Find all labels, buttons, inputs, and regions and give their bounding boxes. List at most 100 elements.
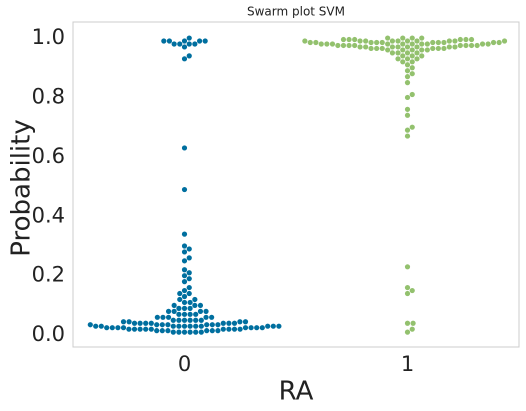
- swarm-point: [254, 325, 260, 331]
- swarm-point: [131, 320, 138, 326]
- swarm-point: [197, 308, 204, 314]
- swarm-point: [352, 42, 358, 49]
- swarm-point: [463, 36, 469, 43]
- swarm-point: [181, 56, 188, 62]
- swarm-point: [276, 323, 282, 329]
- swarm-point: [231, 326, 238, 332]
- swarm-point: [181, 273, 188, 279]
- swarm-point: [409, 41, 415, 47]
- swarm-point: [419, 47, 425, 53]
- swarm-point: [154, 328, 160, 334]
- swarm-point: [265, 323, 271, 329]
- swarm-point: [404, 44, 411, 50]
- swarm-point: [237, 319, 243, 325]
- swarm-point: [400, 53, 406, 59]
- swarm-point: [385, 47, 391, 53]
- swarm-point: [242, 325, 249, 331]
- swarm-point: [186, 246, 192, 252]
- swarm-point: [430, 39, 436, 46]
- swarm-point: [435, 39, 441, 46]
- swarm-point: [457, 36, 463, 43]
- swarm-point: [237, 326, 243, 332]
- swarm-point: [496, 39, 502, 46]
- swarm-point: [479, 41, 486, 47]
- swarm-point: [307, 39, 313, 46]
- x-tick-label: 0: [178, 352, 191, 376]
- swarm-point: [409, 47, 415, 53]
- swarm-point: [187, 311, 193, 317]
- swarm-point: [463, 42, 469, 49]
- swarm-point: [404, 38, 411, 44]
- swarm-point: [400, 41, 406, 47]
- swarm-point: [404, 94, 411, 101]
- swarm-point: [176, 305, 182, 311]
- swarm-point: [181, 305, 188, 311]
- x-tick-label: 1: [401, 352, 414, 376]
- swarm-point: [186, 41, 192, 47]
- swarm-point: [198, 329, 204, 335]
- swarm-point: [226, 320, 232, 326]
- swarm-point: [395, 44, 401, 50]
- swarm-point: [186, 270, 192, 276]
- plot-area: [72, 21, 520, 348]
- swarm-point: [165, 308, 172, 314]
- swarm-point: [374, 45, 380, 52]
- swarm-point: [161, 38, 167, 44]
- swarm-point: [346, 42, 352, 49]
- swarm-point: [379, 45, 385, 52]
- swarm-point: [154, 314, 160, 320]
- swarm-point: [389, 44, 396, 50]
- swarm-point: [404, 68, 411, 74]
- swarm-point: [400, 35, 406, 41]
- swarm-point: [424, 47, 430, 53]
- swarm-point: [181, 311, 188, 317]
- swarm-point: [187, 329, 193, 335]
- x-axis-label: RA: [279, 377, 314, 407]
- swarm-point: [186, 255, 192, 261]
- swarm-point: [181, 279, 188, 285]
- y-tick-label: 0.0: [32, 322, 65, 346]
- swarm-point: [93, 323, 99, 329]
- swarm-point: [404, 112, 411, 118]
- swarm-point: [430, 45, 436, 52]
- swarm-point: [404, 284, 411, 291]
- swarm-point: [126, 319, 132, 325]
- swarm-point: [368, 45, 374, 52]
- swarm-point: [446, 44, 452, 50]
- swarm-point: [171, 302, 177, 309]
- swarm-point: [404, 290, 411, 297]
- swarm-point: [414, 44, 420, 50]
- swarm-point: [410, 320, 416, 326]
- swarm-point: [176, 317, 182, 323]
- swarm-point: [126, 326, 132, 332]
- swarm-point: [165, 328, 171, 334]
- swarm-point: [409, 287, 415, 294]
- swarm-point: [115, 325, 121, 331]
- swarm-point: [181, 249, 188, 255]
- swarm-point: [313, 39, 319, 46]
- swarm-point: [202, 38, 208, 44]
- swarm-point: [400, 47, 406, 53]
- swarm-point: [148, 326, 154, 332]
- swarm-point: [270, 323, 276, 329]
- swarm-point: [242, 319, 249, 325]
- swarm-point: [231, 320, 238, 326]
- swarm-point: [346, 36, 352, 43]
- swarm-point: [400, 59, 406, 65]
- swarm-point: [395, 50, 401, 56]
- swarm-point: [357, 44, 363, 50]
- swarm-point: [177, 41, 183, 47]
- swarm-point: [181, 323, 188, 329]
- swarm-point: [170, 317, 176, 323]
- swarm-point: [186, 35, 192, 41]
- swarm-point: [187, 317, 193, 323]
- swarm-point: [196, 38, 203, 44]
- swarm-point: [302, 38, 308, 44]
- swarm-point: [404, 127, 411, 133]
- swarm-point: [181, 299, 188, 306]
- swarm-point: [409, 326, 415, 332]
- swarm-point: [181, 243, 188, 249]
- swarm-point: [176, 323, 182, 329]
- swarm-point: [474, 42, 480, 49]
- swarm-point: [468, 42, 475, 49]
